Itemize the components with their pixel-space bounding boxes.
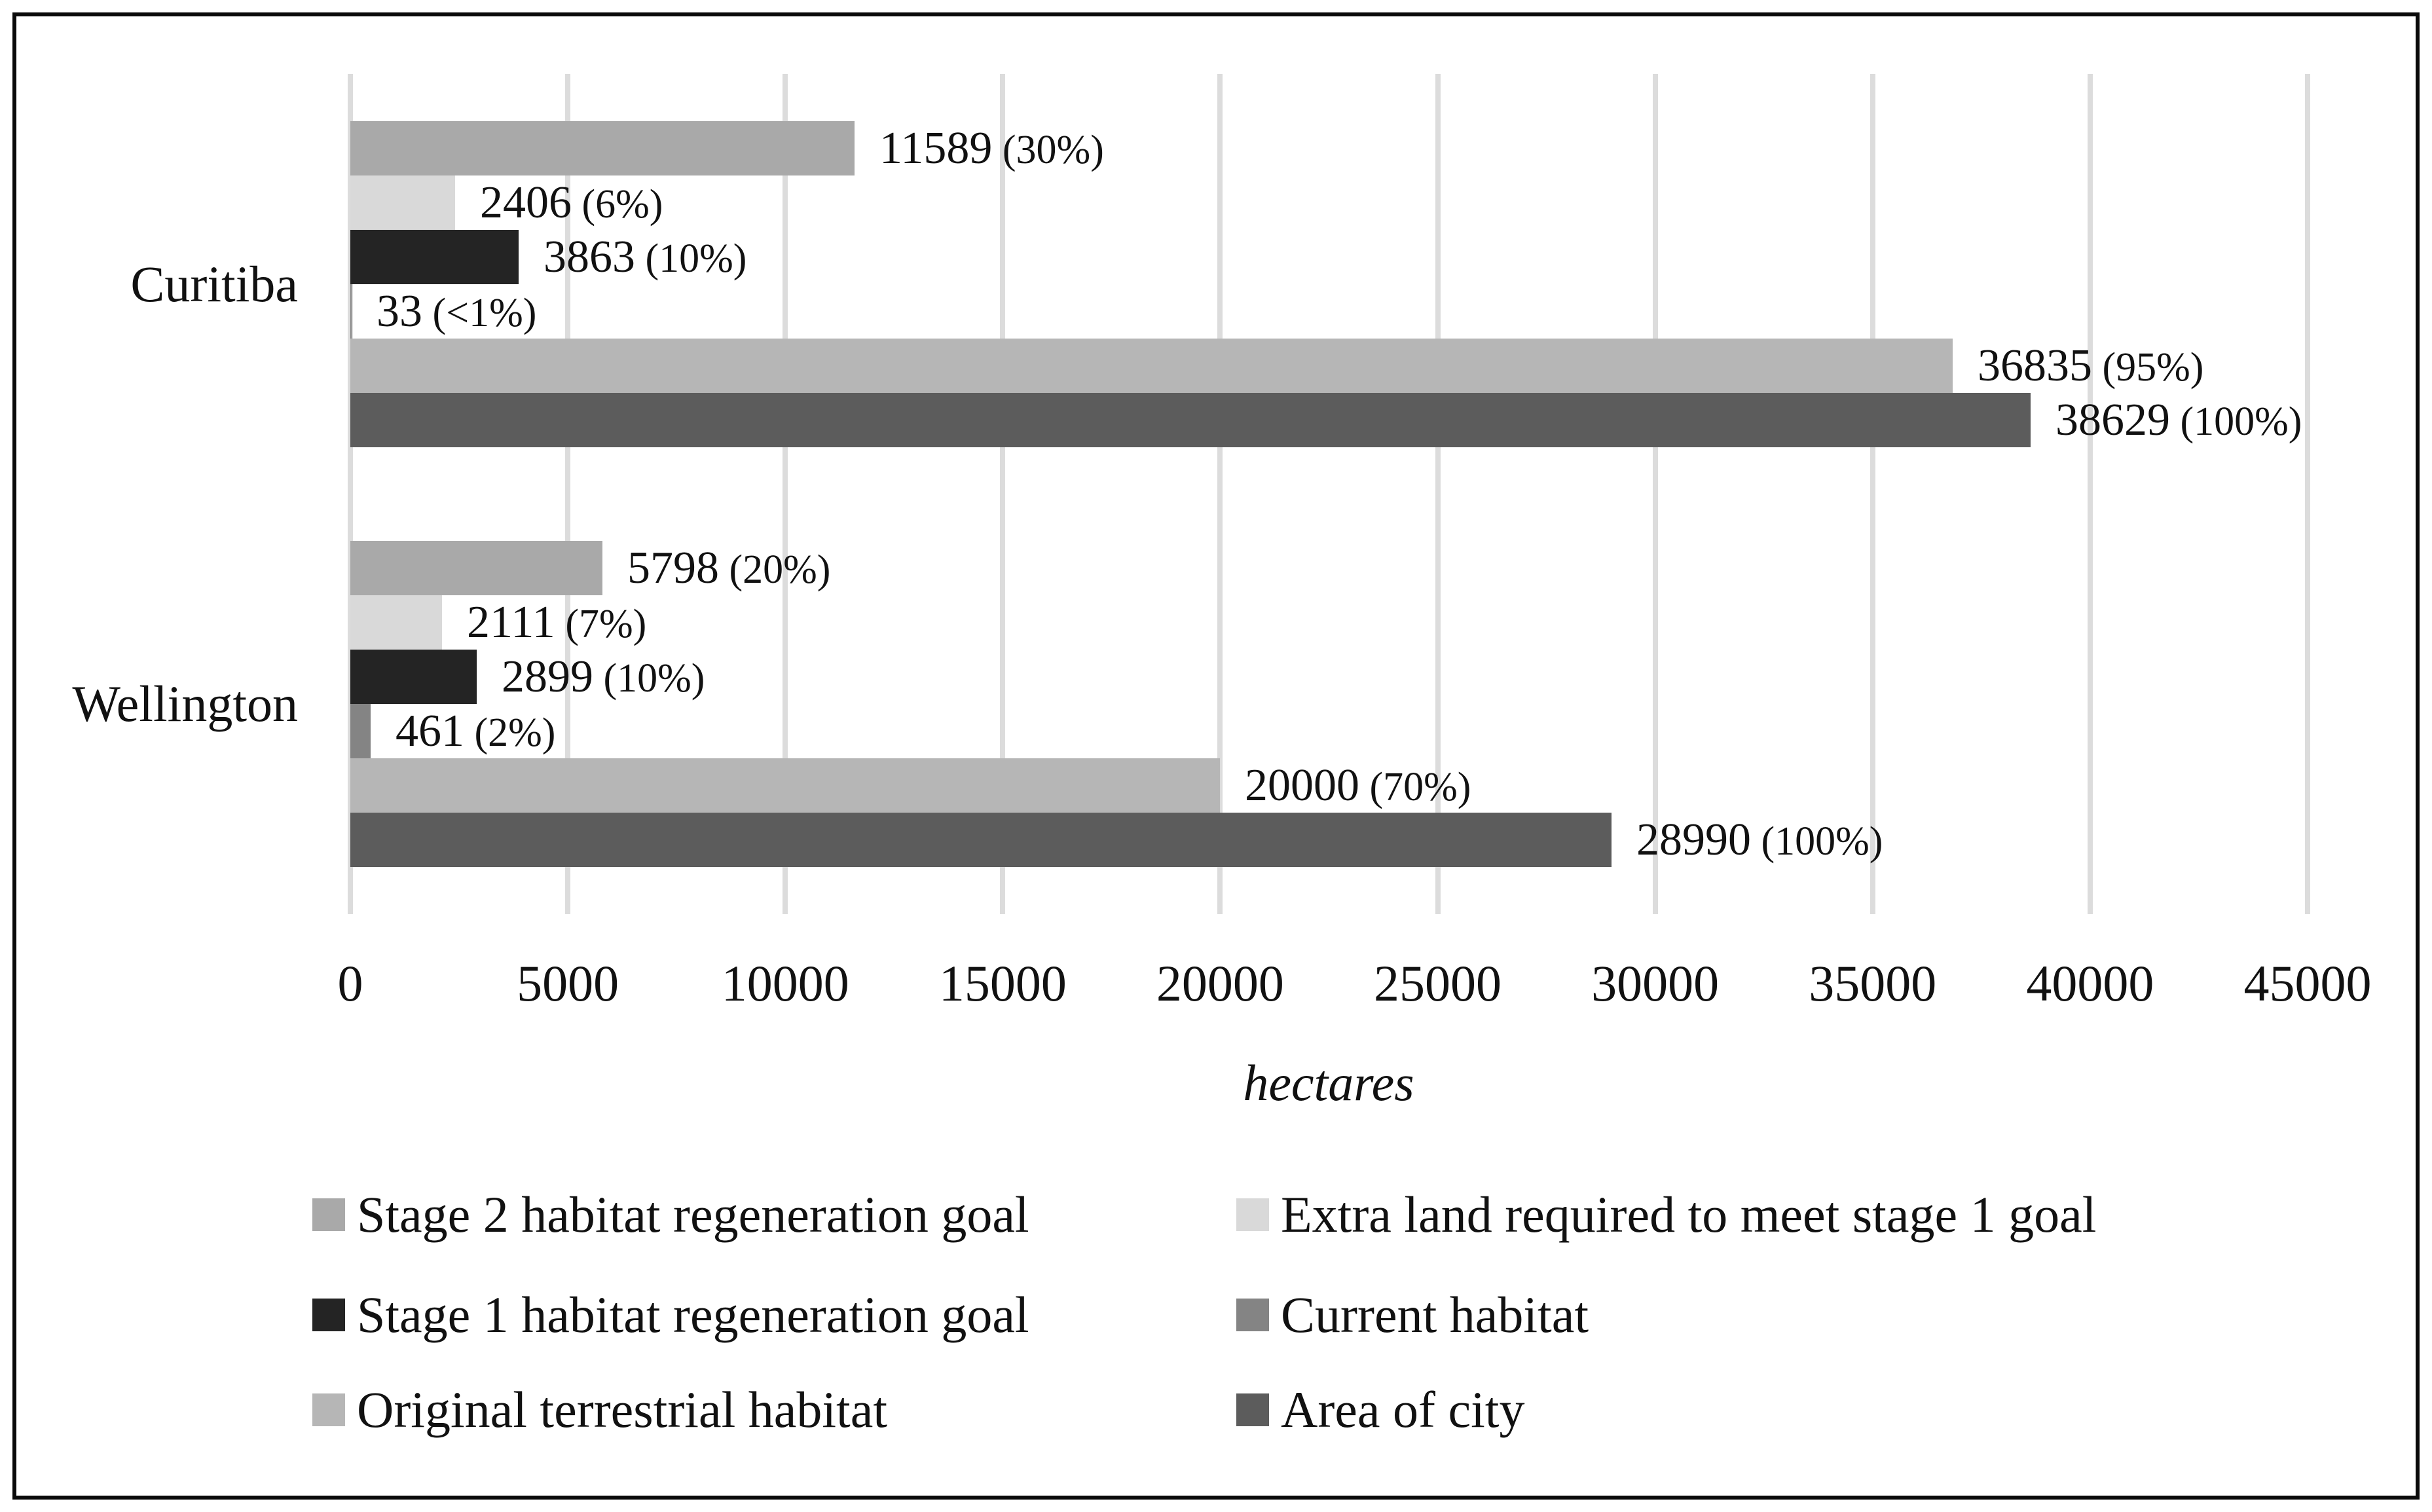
bar-curitiba-current-habitat [350,284,352,339]
bar-group-curitiba: 11589 (30%) 2406 (6%) 3863 (10%) 33 (<1%) 36… [350,121,2416,447]
legend-item-extra-land-required-to-meet-stage-1-goal: Extra land required to meet stage 1 goal [1236,1185,2096,1244]
legend-label-original-terrestrial-habitat: Original terrestrial habitat [357,1381,888,1438]
bar-row-wellington-extra-land-required-to-meet-stage-1-goal: 2111 (7%) [350,595,2416,650]
legend-swatch-stage-1-habitat-regeneration-goal [312,1299,345,1331]
bar-wellington-extra-land-required-to-meet-stage-1-goal [350,595,442,650]
legend-item-original-terrestrial-habitat: Original terrestrial habitat [312,1380,887,1439]
bar-value-label-curitiba-area-of-city: 38629 (100%) [2055,395,2302,445]
legend-label-extra-land-required-to-meet-stage-1-goal: Extra land required to meet stage 1 goal [1281,1186,2097,1243]
legend-label-stage-2-habitat-regeneration-goal: Stage 2 habitat regeneration goal [357,1186,1029,1243]
x-tick-40000: 40000 [2026,955,2154,1012]
gridline-15000 [1000,74,1006,914]
bar-row-wellington-area-of-city: 28990 (100%) [350,813,2416,867]
x-tick-5000: 5000 [517,955,619,1012]
category-label-wellington: Wellington [72,675,298,732]
legend-item-stage-2-habitat-regeneration-goal: Stage 2 habitat regeneration goal [312,1185,1029,1244]
x-tick-30000: 30000 [1591,955,1720,1012]
bar-value-label-wellington-stage-1-habitat-regeneration-goal: 2899 (10%) [502,652,705,702]
gridline-10000 [783,74,788,914]
bar-wellington-original-terrestrial-habitat [350,758,1220,813]
bar-curitiba-original-terrestrial-habitat [350,339,1953,393]
bar-value-label-wellington-area-of-city: 28990 (100%) [1636,815,1883,865]
bar-value-label-wellington-extra-land-required-to-meet-stage-1-goal: 2111 (7%) [467,597,647,648]
legend-label-area-of-city: Area of city [1281,1381,1525,1438]
gridline-45000 [2304,74,2310,914]
bar-value-label-curitiba-stage-1-habitat-regeneration-goal: 3863 (10%) [544,232,747,282]
legend-swatch-stage-2-habitat-regeneration-goal [312,1198,345,1231]
x-axis-title: hectares [1243,1054,1414,1111]
legend-swatch-original-terrestrial-habitat [312,1393,345,1426]
legend-label-stage-1-habitat-regeneration-goal: Stage 1 habitat regeneration goal [357,1286,1029,1343]
x-tick-10000: 10000 [721,955,849,1012]
bar-value-label-wellington-original-terrestrial-habitat: 20000 (70%) [1245,760,1471,811]
bar-row-curitiba-stage-1-habitat-regeneration-goal: 3863 (10%) [350,230,2416,284]
gridline-25000 [1435,74,1441,914]
bar-wellington-area-of-city [350,813,1612,867]
gridline-40000 [2087,74,2093,914]
bar-wellington-stage-2-habitat-regeneration-goal [350,541,602,595]
bar-row-curitiba-extra-land-required-to-meet-stage-1-goal: 2406 (6%) [350,175,2416,230]
legend-swatch-area-of-city [1236,1393,1269,1426]
bar-wellington-current-habitat [350,704,371,758]
bar-value-label-curitiba-extra-land-required-to-meet-stage-1-goal: 2406 (6%) [480,177,663,228]
bar-wellington-stage-1-habitat-regeneration-goal [350,650,477,704]
legend-item-current-habitat: Current habitat [1236,1285,1589,1344]
bar-value-label-wellington-stage-2-habitat-regeneration-goal: 5798 (20%) [627,543,831,593]
x-axis: 0 5000 10000 15000 20000 25000 30000 35000 40000… [338,954,2416,1013]
x-tick-25000: 25000 [1374,955,1502,1012]
legend-swatch-current-habitat [1236,1299,1269,1331]
bar-row-curitiba-current-habitat: 33 (<1%) [350,284,2416,339]
gridline-35000 [1870,74,1875,914]
bar-value-label-curitiba-original-terrestrial-habitat: 36835 (95%) [1978,341,2204,391]
gridline-0 [348,74,353,914]
x-tick-0: 0 [337,955,363,1012]
gridline-30000 [1652,74,1658,914]
bar-row-wellington-current-habitat: 461 (2%) [350,704,2416,758]
legend-item-area-of-city: Area of city [1236,1380,1524,1439]
legend-item-stage-1-habitat-regeneration-goal: Stage 1 habitat regeneration goal [312,1285,1029,1344]
bar-value-label-curitiba-stage-2-habitat-regeneration-goal: 11589 (30%) [879,123,1104,174]
bar-row-curitiba-stage-2-habitat-regeneration-goal: 11589 (30%) [350,121,2416,175]
plot-area: 11589 (30%) 2406 (6%) 3863 (10%) 33 (<1%) 36… [348,74,2416,914]
bar-curitiba-area-of-city [350,393,2031,447]
bar-value-label-wellington-current-habitat: 461 (2%) [396,706,556,756]
bar-row-wellington-original-terrestrial-habitat: 20000 (70%) [350,758,2416,813]
x-tick-35000: 35000 [1809,955,1937,1012]
gridline-5000 [565,74,571,914]
bar-curitiba-stage-2-habitat-regeneration-goal [350,121,855,175]
bar-row-curitiba-original-terrestrial-habitat: 36835 (95%) [350,339,2416,393]
legend-label-current-habitat: Current habitat [1281,1286,1589,1343]
bar-row-wellington-stage-1-habitat-regeneration-goal: 2899 (10%) [350,650,2416,704]
legend-swatch-extra-land-required-to-meet-stage-1-goal [1236,1198,1269,1231]
bar-curitiba-stage-1-habitat-regeneration-goal [350,230,519,284]
bar-row-wellington-stage-2-habitat-regeneration-goal: 5798 (20%) [350,541,2416,595]
x-tick-20000: 20000 [1156,955,1284,1012]
bar-value-label-curitiba-current-habitat: 33 (<1%) [377,286,537,337]
bar-group-wellington: 5798 (20%) 2111 (7%) 2899 (10%) 461 (2%) 200… [350,541,2416,867]
bar-row-curitiba-area-of-city: 38629 (100%) [350,393,2416,447]
x-tick-45000: 45000 [2243,955,2372,1012]
gridline-20000 [1217,74,1223,914]
x-tick-15000: 15000 [938,955,1067,1012]
bar-curitiba-extra-land-required-to-meet-stage-1-goal [350,175,455,230]
category-label-curitiba: Curitiba [130,255,298,312]
